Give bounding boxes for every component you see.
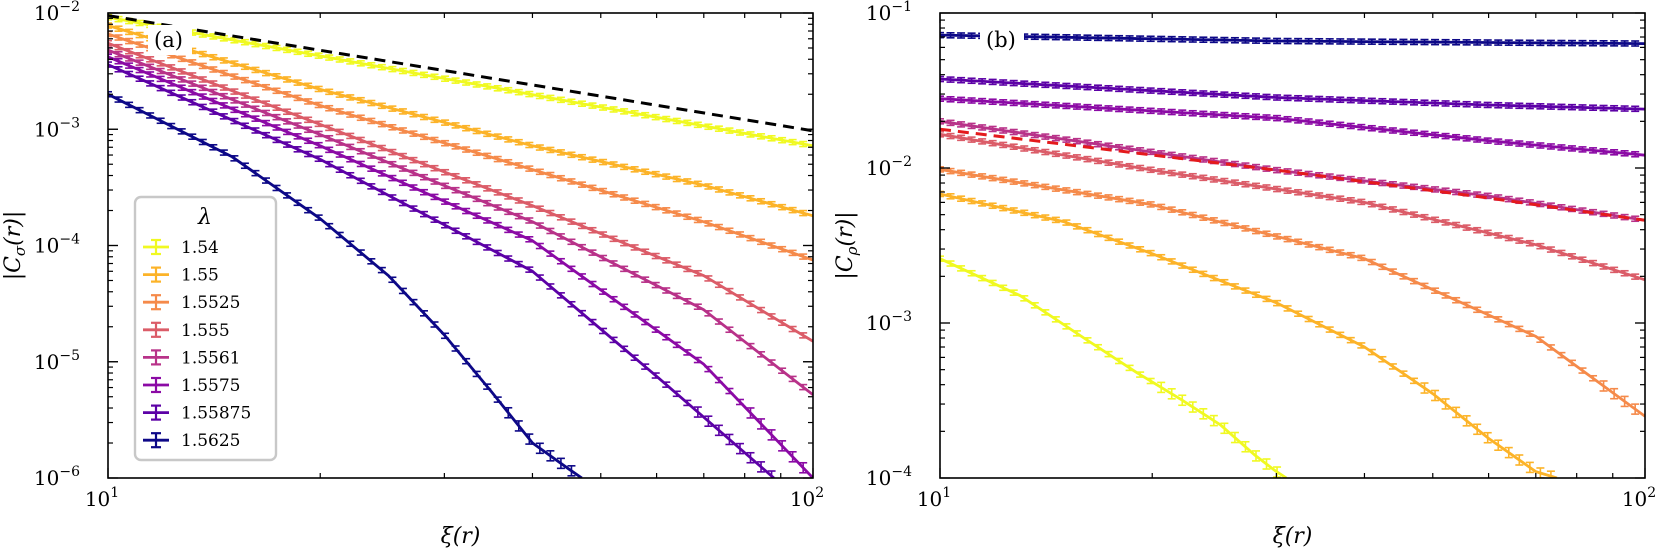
y-axis-label-tail: (r)| (833, 211, 858, 246)
legend-item: 1.5525 (143, 293, 240, 313)
series-errorbars-1.5575 (940, 95, 1640, 158)
plot-area (108, 13, 813, 478)
legend-box (133, 195, 278, 462)
y-tick-label: 10−3 (866, 309, 912, 335)
panel-label-background (980, 25, 1024, 55)
series-errorbars-1.55875 (108, 61, 776, 478)
y-tick-label-exponent: −4 (59, 232, 80, 248)
series-errorbars-1.5625 (940, 31, 1640, 47)
legend-label: 1.5625 (181, 431, 240, 451)
x-axis-label: ξ(r) (1273, 524, 1313, 549)
y-axis-label-main: |C (1, 256, 26, 280)
legend-label: 1.5525 (181, 293, 240, 313)
x-tick-label: 102 (1622, 485, 1656, 511)
y-tick-label-base: 10 (866, 466, 891, 490)
series-line-1.55 (940, 192, 1558, 478)
y-tick-label-exponent: −3 (891, 309, 912, 325)
y-tick-label-exponent: −2 (891, 154, 912, 170)
x-tick-label-exponent: 1 (110, 485, 119, 501)
x-tick-label-exponent: 2 (815, 485, 824, 501)
y-tick-label: 10−4 (34, 232, 80, 258)
series-errorbars-1.55 (108, 22, 808, 217)
axis-ticks (107, 12, 814, 479)
series-errorbars-1.5525 (940, 166, 1640, 415)
series-errorbars-1.5575 (108, 53, 808, 474)
series-errorbars-1.55875 (940, 75, 1640, 113)
legend-label: 1.5575 (181, 376, 240, 396)
y-tick-label-base: 10 (34, 466, 59, 490)
y-tick-label-exponent: −3 (59, 115, 80, 131)
x-tick-label: 102 (790, 485, 824, 511)
y-tick-label: 10−1 (866, 0, 912, 25)
reference-dashed-line (108, 14, 813, 133)
x-tick-label: 101 (85, 485, 119, 511)
legend-label: 1.55875 (181, 404, 251, 424)
y-tick-label: 10−4 (866, 464, 912, 490)
x-tick-label-exponent: 2 (1647, 485, 1656, 501)
legend: λ 1.54 1.55 1.5525 1.555 1.5561 1.5575 1.55875 1… (133, 195, 278, 462)
y-axis-label: |Cσ(r)| (1, 211, 29, 281)
y-axis-label-subscript: σ (11, 245, 29, 256)
y-tick-label-exponent: −5 (59, 348, 80, 364)
panel-label: (a) (154, 28, 183, 52)
series-errorbars-1.555 (108, 39, 808, 339)
legend-item: 1.55875 (143, 404, 251, 424)
x-tick-label-base: 10 (917, 487, 942, 511)
x-tick-label-base: 10 (1622, 487, 1647, 511)
x-tick-label-exponent: 1 (942, 485, 951, 501)
x-tick-label-base: 10 (85, 487, 110, 511)
series-errorbars-1.5561 (108, 46, 808, 391)
y-tick-label-exponent: −6 (59, 464, 80, 480)
y-tick-label-base: 10 (866, 1, 891, 25)
y-tick-label-base: 10 (866, 156, 891, 180)
series-errorbars-1.54 (940, 255, 1282, 478)
y-tick-label: 10−2 (866, 154, 912, 180)
panel-label: (b) (986, 28, 1016, 52)
y-tick-label: 10−3 (34, 115, 80, 141)
series-line-1.54 (940, 257, 1288, 478)
y-tick-label-base: 10 (34, 234, 59, 258)
legend-item: 1.54 (143, 238, 219, 258)
y-axis-label-main: |C (833, 255, 858, 279)
y-tick-label-exponent: −2 (59, 0, 80, 15)
legend-item: 1.5575 (143, 376, 240, 396)
x-axis-label: ξ(r) (441, 524, 481, 549)
series-errorbars-1.55 (940, 190, 1555, 478)
reference-dashed-line (940, 127, 1645, 222)
plot-area (940, 31, 1645, 478)
y-axis-label: |Cρ(r)| (833, 211, 861, 279)
y-axis-label-subscript: ρ (843, 246, 861, 256)
x-tick-label: 101 (917, 485, 951, 511)
legend-label: 1.555 (181, 321, 230, 341)
y-tick-label: 10−6 (34, 464, 80, 490)
series-line-1.55875 (108, 63, 775, 478)
y-tick-label-base: 10 (34, 1, 59, 25)
y-tick-label-base: 10 (34, 350, 59, 374)
x-tick-label-base: 10 (790, 487, 815, 511)
panel-label-background (148, 25, 192, 55)
y-tick-label-base: 10 (866, 311, 891, 335)
legend-item: 1.5625 (143, 431, 240, 451)
legend-label: 1.5561 (181, 348, 240, 368)
legend-item: 1.555 (143, 321, 230, 341)
legend-label: 1.55 (181, 266, 219, 286)
series-line-1.54 (108, 15, 813, 148)
legend-item: 1.5561 (143, 348, 240, 368)
series-errorbars-1.5625 (108, 90, 576, 477)
y-axis-label-tail: (r)| (1, 211, 26, 246)
y-tick-label-base: 10 (34, 117, 59, 141)
y-tick-label-exponent: −1 (891, 0, 912, 15)
legend-item: 1.55 (143, 266, 219, 286)
series-errorbars-1.555 (940, 130, 1640, 280)
y-tick-label-exponent: −4 (891, 464, 912, 480)
y-tick-label: 10−2 (34, 0, 80, 25)
y-tick-label: 10−5 (34, 348, 80, 374)
axis-ticks (939, 12, 1646, 479)
legend-title: λ (197, 205, 212, 230)
axes-frame (939, 12, 1646, 479)
legend-label: 1.54 (181, 238, 219, 258)
